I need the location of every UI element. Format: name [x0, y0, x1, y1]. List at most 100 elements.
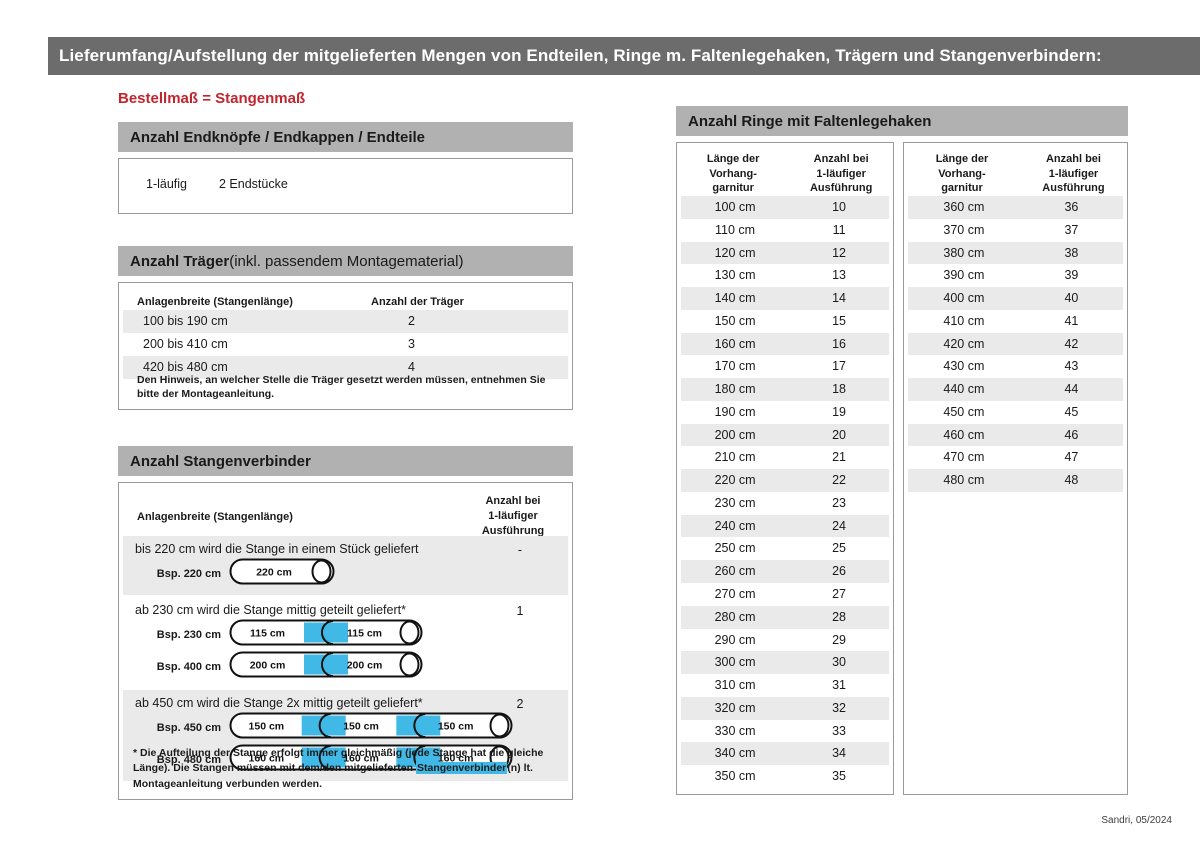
ring-row: 430 cm 43: [908, 355, 1123, 378]
verbinder-col2-header: Anzahl bei 1-läufiger Ausführung: [481, 495, 545, 537]
ring-length-cell: 400 cm: [943, 291, 985, 306]
svg-text:150 cm: 150 cm: [343, 720, 379, 732]
ring-length-cell: 180 cm: [714, 382, 756, 397]
ring-row: 420 cm 42: [908, 332, 1123, 356]
rod-svg-holder: 150 cm 150 cm 150 cm: [229, 712, 513, 744]
ring-col1-header: Länge der Vorhang-garnitur: [935, 153, 989, 194]
ring-row: 170 cm 17: [681, 355, 889, 378]
ring-length-cell: 450 cm: [943, 404, 985, 419]
rod-connector: [396, 715, 441, 735]
ring-count-cell: 36: [1064, 200, 1079, 214]
traeger-anzahl: 4: [408, 360, 415, 374]
ring-length-cell: 370 cm: [943, 222, 985, 237]
ring-length-cell: 460 cm: [943, 427, 985, 442]
traeger-rows: 100 bis 190 cm 2 200 bis 410 cm 3 420 bis 48…: [123, 310, 568, 379]
verbinder-row-value: -: [517, 543, 523, 557]
section-title-ringe: Anzahl Ringe mit Faltenlegehaken: [688, 112, 932, 130]
svg-text:150 cm: 150 cm: [249, 720, 285, 732]
ring-length-cell: 320 cm: [714, 700, 756, 715]
endteile-table: 1-läufig 2 Endstücke: [118, 158, 573, 214]
ring-count-cell: 31: [832, 678, 847, 693]
verbinder-row: ab 230 cm wird die Stange mittig geteilt…: [123, 597, 568, 688]
ring-count-cell: 15: [832, 313, 847, 328]
ring-row: 210 cm 21: [681, 446, 889, 469]
ring-length-cell: 300 cm: [714, 655, 756, 670]
traeger-anzahl: 3: [408, 337, 415, 351]
section-title-traeger: Anzahl Träger: [130, 252, 230, 270]
verbinder-table: Anlagenbreite (Stangenlänge) Anzahl bei …: [118, 482, 573, 800]
ring-count-cell: 30: [832, 655, 847, 670]
ring-count-cell: 26: [832, 564, 847, 579]
ring-row: 440 cm 44: [908, 378, 1123, 401]
ring-count-cell: 12: [832, 245, 847, 260]
ring-count-cell: 17: [832, 359, 847, 374]
ring-row: 470 cm 47: [908, 446, 1123, 469]
rod-example: Bsp. 450 cm 150 cm 150 cm 150 cm: [123, 712, 568, 744]
ring-length-cell: 480 cm: [943, 473, 985, 488]
ring-count-cell: 40: [1064, 291, 1079, 306]
svg-text:160 cm: 160 cm: [343, 752, 379, 764]
ring-length-cell: 130 cm: [714, 268, 756, 283]
ring-count-cell: 11: [832, 222, 846, 237]
ring-rows-right: 360 cm 36 370 cm 37 380 cm 38 390 cm 39 400 cm 40…: [908, 196, 1123, 492]
endteile-value: 2 Endstücke: [219, 177, 288, 191]
ring-table-right-header: Länge der Vorhang-garnitur Anzahl bei 1-lä…: [904, 143, 1127, 196]
verbinder-footnote: * Die Aufteilung der Stange erfolgt imme…: [133, 746, 544, 790]
ring-row: 400 cm 40: [908, 287, 1123, 310]
section-title-endteile: Anzahl Endknöpfe / Endkappen / Endteile: [130, 128, 426, 146]
ring-length-cell: 210 cm: [714, 450, 756, 465]
traeger-breite: 200 bis 410 cm: [143, 337, 228, 351]
ring-length-cell: 230 cm: [714, 495, 756, 510]
ring-row: 160 cm 16: [681, 332, 889, 356]
ring-row: 270 cm 27: [681, 583, 889, 606]
ring-count-cell: 27: [832, 587, 847, 602]
ring-length-cell: 340 cm: [714, 746, 756, 761]
ring-row: 480 cm 48: [908, 469, 1123, 492]
ring-table-left: Länge der Vorhang-garnitur Anzahl bei 1-lä…: [676, 142, 894, 795]
ring-row: 280 cm 28: [681, 605, 889, 629]
ring-row: 240 cm 24: [681, 514, 889, 538]
ring-row: 350 cm 35: [681, 765, 889, 788]
ring-count-cell: 28: [832, 609, 847, 624]
rod-diagram: 200 cm 200 cm: [229, 651, 423, 677]
ring-row: 370 cm 37: [908, 219, 1123, 242]
ring-count-cell: 29: [832, 632, 847, 647]
section-header-traeger: Anzahl Träger (inkl. passendem Montagema…: [118, 246, 573, 276]
rod-diagram: 220 cm: [229, 558, 335, 584]
ring-count-cell: 38: [1064, 245, 1079, 260]
ring-count-cell: 43: [1064, 359, 1079, 374]
ring-length-cell: 410 cm: [943, 313, 985, 328]
document-credit: Sandri, 05/2024: [1101, 815, 1172, 826]
ring-count-cell: 41: [1064, 313, 1079, 328]
endteile-type: 1-läufig: [146, 177, 187, 191]
page-title: Lieferumfang/Aufstellung der mitgeliefer…: [59, 46, 1102, 65]
ring-count-cell: 45: [1064, 404, 1079, 419]
rod-connector: [304, 654, 348, 674]
ring-length-cell: 280 cm: [714, 609, 756, 624]
verbinder-row-value: 1: [516, 604, 524, 618]
verbinder-col1-header: Anlagenbreite (Stangenlänge): [137, 511, 293, 523]
ring-row: 180 cm 18: [681, 378, 889, 401]
ring-row: 190 cm 19: [681, 401, 889, 424]
ring-length-cell: 470 cm: [943, 450, 985, 465]
ring-length-cell: 260 cm: [714, 564, 756, 579]
verbinder-row-value: 2: [516, 697, 524, 711]
ring-length-cell: 170 cm: [714, 359, 756, 374]
ring-row: 120 cm 12: [681, 241, 889, 265]
ring-count-cell: 21: [832, 450, 847, 465]
ring-length-cell: 270 cm: [714, 587, 756, 602]
rod-endcap: [399, 620, 420, 644]
svg-text:160 cm: 160 cm: [249, 752, 285, 764]
ring-col2-header: Anzahl bei 1-läufiger Ausführung: [809, 153, 873, 194]
section-header-endteile: Anzahl Endknöpfe / Endkappen / Endteile: [118, 122, 573, 152]
rod-example: Bsp. 220 cm 220 cm: [123, 558, 568, 588]
ring-row: 450 cm 45: [908, 401, 1123, 424]
rod-example-label: Bsp. 400 cm: [156, 660, 221, 673]
ring-row: 150 cm 15: [681, 310, 889, 333]
ring-count-cell: 16: [832, 336, 847, 351]
svg-text:115 cm: 115 cm: [347, 627, 382, 639]
ring-length-cell: 250 cm: [714, 541, 756, 556]
ring-row: 100 cm 10: [681, 196, 889, 219]
ring-row: 330 cm 33: [681, 720, 889, 743]
ring-row: 340 cm 34: [681, 742, 889, 766]
